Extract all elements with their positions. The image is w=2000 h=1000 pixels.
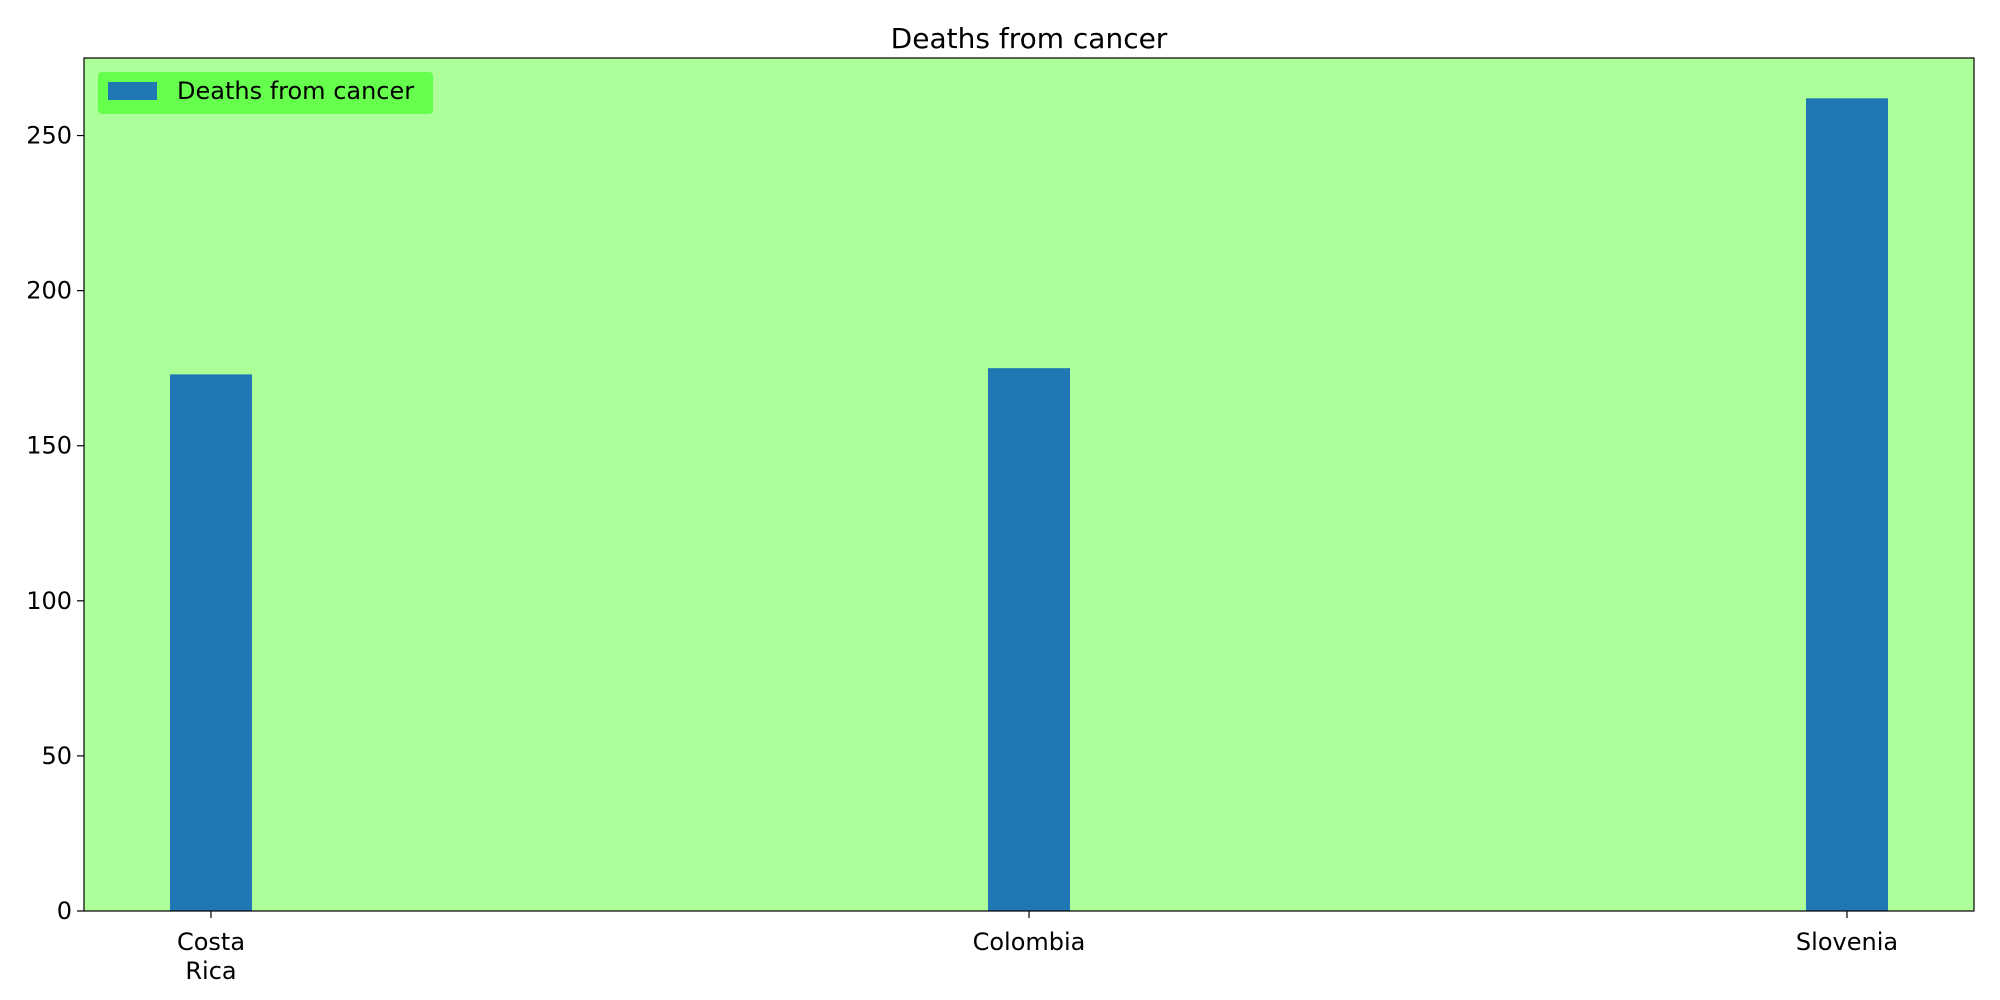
legend-label: Deaths from cancer [177,77,414,105]
y-tick-label: 250 [26,122,72,150]
legend-swatch [108,82,157,100]
y-tick-label: 0 [57,897,72,925]
bars [170,98,1888,912]
x-axis: Costa Rica Colombia Slovenia [177,911,1898,985]
bar [1806,98,1888,912]
bar [170,374,252,911]
x-tick-label: Colombia [973,928,1086,956]
x-tick-label: Costa Rica [177,928,245,985]
x-tick-label-line: Rica [185,957,236,985]
legend: Deaths from cancer [98,72,433,114]
chart-title: Deaths from cancer [891,22,1168,55]
bar [988,368,1070,911]
x-tick-label-line: Costa [177,928,245,956]
y-tick-label: 200 [26,277,72,305]
y-tick-label: 50 [41,742,72,770]
x-tick-label-line: Slovenia [1796,928,1898,956]
y-tick-label: 150 [26,432,72,460]
plot-frame [83,57,1975,912]
y-tick-label: 100 [26,587,72,615]
legend-box [98,72,433,114]
y-axis: 0 50 100 150 200 250 [26,122,84,925]
x-tick-label: Slovenia [1796,928,1898,956]
x-tick-label-line: Colombia [973,928,1086,956]
